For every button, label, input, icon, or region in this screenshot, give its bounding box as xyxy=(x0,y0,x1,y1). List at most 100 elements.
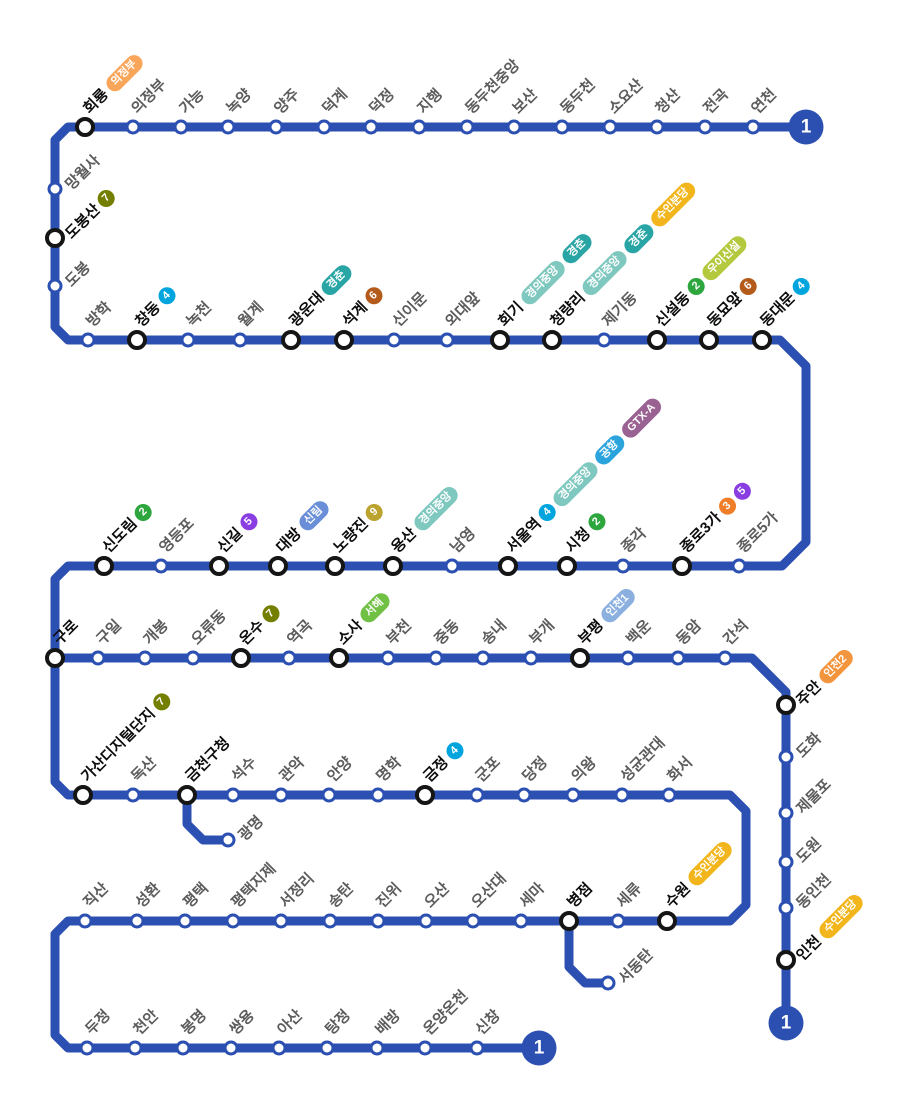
station-dot[interactable] xyxy=(649,119,665,135)
station-dot[interactable] xyxy=(778,900,794,916)
station-dot[interactable] xyxy=(697,119,713,135)
station-dot[interactable] xyxy=(670,650,686,666)
station-dot[interactable] xyxy=(268,119,284,135)
station-dot[interactable] xyxy=(177,913,193,929)
station-dot[interactable] xyxy=(386,332,402,348)
station-dot[interactable] xyxy=(752,330,772,350)
station-dot[interactable] xyxy=(175,1040,191,1056)
station-dot[interactable] xyxy=(281,650,297,666)
station-dot[interactable] xyxy=(180,332,196,348)
station-dot[interactable] xyxy=(322,913,338,929)
station-dot[interactable] xyxy=(316,119,332,135)
station-dot[interactable] xyxy=(225,913,241,929)
station-dot[interactable] xyxy=(220,832,236,848)
station-dot[interactable] xyxy=(600,975,616,991)
station-dot[interactable] xyxy=(731,558,747,574)
station-dot[interactable] xyxy=(334,330,354,350)
station-dot[interactable] xyxy=(223,1040,239,1056)
station-dot[interactable] xyxy=(271,1040,287,1056)
station-dot[interactable] xyxy=(325,556,345,576)
station-dot[interactable] xyxy=(94,556,114,576)
station-dot[interactable] xyxy=(73,785,93,805)
station-dot[interactable] xyxy=(475,650,491,666)
station-dot[interactable] xyxy=(615,558,631,574)
station-dot[interactable] xyxy=(647,330,667,350)
station-dot[interactable] xyxy=(127,1040,143,1056)
station-dot[interactable] xyxy=(444,558,460,574)
station-dot[interactable] xyxy=(319,1040,335,1056)
station-dot[interactable] xyxy=(490,330,510,350)
station-dot[interactable] xyxy=(565,787,581,803)
station-dot[interactable] xyxy=(428,650,444,666)
station-dot[interactable] xyxy=(363,119,379,135)
station-dot[interactable] xyxy=(554,119,570,135)
station-dot[interactable] xyxy=(185,650,201,666)
station-dot[interactable] xyxy=(469,1040,485,1056)
station-dot[interactable] xyxy=(570,648,590,668)
station-dot[interactable] xyxy=(610,913,626,929)
station-dot[interactable] xyxy=(498,556,518,576)
station-dot[interactable] xyxy=(369,1040,385,1056)
station-dot[interactable] xyxy=(557,556,577,576)
station-dot[interactable] xyxy=(778,854,794,870)
station-dot[interactable] xyxy=(657,911,677,931)
station-dot[interactable] xyxy=(125,787,141,803)
station-dot[interactable] xyxy=(776,950,796,970)
station-dot[interactable] xyxy=(439,332,455,348)
station-dot[interactable] xyxy=(717,650,733,666)
station-dot[interactable] xyxy=(75,117,95,137)
station-dot[interactable] xyxy=(459,119,475,135)
station-dot[interactable] xyxy=(153,558,169,574)
station-dot[interactable] xyxy=(125,119,141,135)
station-dot[interactable] xyxy=(418,913,434,929)
station-dot[interactable] xyxy=(137,650,153,666)
station-dot[interactable] xyxy=(417,1040,433,1056)
station-dot[interactable] xyxy=(370,787,386,803)
station-dot[interactable] xyxy=(513,913,529,929)
station-dot[interactable] xyxy=(45,228,65,248)
station-dot[interactable] xyxy=(268,556,288,576)
station-dot[interactable] xyxy=(127,330,147,350)
station-dot[interactable] xyxy=(559,911,579,931)
station-dot[interactable] xyxy=(415,785,435,805)
station-dot[interactable] xyxy=(329,648,349,668)
station-dot[interactable] xyxy=(47,278,63,294)
station-dot[interactable] xyxy=(380,650,396,666)
station-dot[interactable] xyxy=(129,913,145,929)
station-dot[interactable] xyxy=(232,332,248,348)
station-dot[interactable] xyxy=(45,648,65,668)
station-dot[interactable] xyxy=(661,787,677,803)
station-dot[interactable] xyxy=(506,119,522,135)
station-dot[interactable] xyxy=(672,556,692,576)
station-dot[interactable] xyxy=(469,787,485,803)
station-dot[interactable] xyxy=(273,913,289,929)
station-dot[interactable] xyxy=(273,787,289,803)
station-dot[interactable] xyxy=(596,332,612,348)
station-dot[interactable] xyxy=(542,330,562,350)
station-dot[interactable] xyxy=(177,785,197,805)
station-dot[interactable] xyxy=(383,556,403,576)
station-dot[interactable] xyxy=(370,913,386,929)
station-dot[interactable] xyxy=(602,119,618,135)
station-dot[interactable] xyxy=(225,787,241,803)
station-dot[interactable] xyxy=(523,650,539,666)
station-dot[interactable] xyxy=(516,787,532,803)
station-dot[interactable] xyxy=(778,805,794,821)
station-dot[interactable] xyxy=(745,119,761,135)
station-dot[interactable] xyxy=(411,119,427,135)
station-dot[interactable] xyxy=(79,1040,95,1056)
station-dot[interactable] xyxy=(321,787,337,803)
station-dot[interactable] xyxy=(281,330,301,350)
station-dot[interactable] xyxy=(80,332,96,348)
station-dot[interactable] xyxy=(465,913,481,929)
station-dot[interactable] xyxy=(220,119,236,135)
station-dot[interactable] xyxy=(77,913,93,929)
station-dot[interactable] xyxy=(90,650,106,666)
station-dot[interactable] xyxy=(231,648,251,668)
station-dot[interactable] xyxy=(699,330,719,350)
station-dot[interactable] xyxy=(776,695,796,715)
station-dot[interactable] xyxy=(778,749,794,765)
station-dot[interactable] xyxy=(209,556,229,576)
station-dot[interactable] xyxy=(614,787,630,803)
station-dot[interactable] xyxy=(47,181,63,197)
